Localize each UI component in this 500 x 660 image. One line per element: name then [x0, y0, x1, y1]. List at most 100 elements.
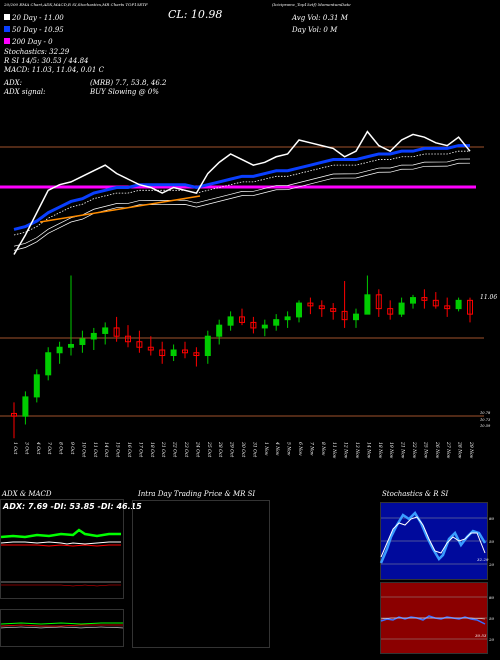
intraday-panel: Intra Day Trading Price & MR SI: [132, 488, 372, 658]
candle-body: [90, 332, 97, 340]
candle-body: [113, 327, 120, 337]
adx-values: ADX: 7.69 -DI: 53.85 -DI: 46.15: [3, 502, 142, 511]
date-tick-label: 1 Nov: [263, 442, 269, 456]
close-label: CL: 10.98: [168, 8, 223, 21]
main-chart-svg: 1 Oct 3 Oct 4 Oct 7 Oct 8 Oct 9 Oct 10 Oct 11 O…: [0, 130, 484, 459]
macd-chart-box: [0, 609, 124, 647]
ema200-swatch: [4, 38, 10, 44]
date-tick-label: 21 Nov: [400, 441, 406, 459]
macd-legend: MACD: 11.03, 11.04, 0.01 C: [4, 66, 104, 74]
macd-white-line: [0, 626, 124, 629]
date-tick-label: 21 Oct: [160, 441, 166, 457]
right-price-label: 11.06: [480, 294, 498, 301]
candle-body: [296, 302, 302, 318]
date-tick-label: 10 Oct: [80, 442, 86, 457]
date-tick-label: 16 Oct: [126, 442, 132, 457]
stoch-value-label: 32.29: [477, 557, 489, 562]
date-tick-label: 29 Oct: [229, 441, 235, 457]
candle-body: [79, 338, 86, 345]
candle-body: [273, 319, 280, 326]
candles: [11, 275, 473, 439]
intraday-chart-box: [132, 500, 270, 648]
main-price-chart: 1 Oct 3 Oct 4 Oct 7 Oct 8 Oct 9 Oct 10 Oct 11 O…: [0, 2, 498, 459]
chart-title-line: 20/200 EMA Chart,ADX,MACD,R SI,Stochasti…: [4, 2, 148, 7]
rsi-white-line: [380, 617, 486, 620]
adx-signal-legend: ADX signal:: [4, 88, 46, 96]
ema50-swatch: [4, 26, 10, 32]
macd-svg: [0, 622, 124, 629]
intraday-title: Intra Day Trading Price & MR SI: [138, 490, 256, 498]
rsi-svg: [380, 596, 487, 640]
candle-body: [364, 294, 371, 315]
stoch-rsi-panel: Stochastics & R SI 32.29 80 50 20 30.53 …: [378, 488, 500, 658]
stoch-axis-80: 80: [489, 516, 495, 521]
candle-body: [204, 335, 211, 357]
candle-body: [353, 313, 359, 321]
candle-body: [455, 299, 462, 310]
date-tick-label: 17 Oct: [137, 442, 143, 457]
rsi-chart-box: 30.53: [380, 582, 488, 654]
candle-body: [284, 316, 291, 321]
candle-body: [398, 302, 405, 315]
stoch-svg: [379, 510, 487, 565]
macd-red-line: [0, 624, 123, 627]
date-tick-label: 7 Nov: [308, 442, 314, 456]
date-tick-label: 25 Oct: [206, 441, 212, 457]
stoch-title: Stochastics & R SI: [382, 490, 449, 498]
candle-body: [375, 294, 382, 310]
candle-body: [318, 305, 325, 310]
date-tick-label: 27 Nov: [445, 441, 451, 459]
close-price-line: [13, 130, 471, 255]
date-tick-label: 8 Oct: [58, 442, 64, 455]
date-tick-label: 3 Oct: [23, 442, 29, 455]
candle-body: [410, 297, 416, 304]
ema-dotted-line: [13, 150, 470, 236]
candle-body: [467, 299, 473, 315]
buy-signal-legend: BUY Slowing @ 0%: [90, 88, 159, 96]
adx-red-line: [1, 544, 121, 547]
candle-body: [250, 321, 257, 329]
date-tick-label: 13 Nov: [354, 442, 360, 459]
date-tick-label: 28 Nov: [457, 441, 463, 459]
date-tick-label: 12 Nov: [343, 442, 349, 459]
company-label: (Icicipramc_Top15etf) MomentumDate: [272, 2, 351, 7]
date-tick-label: 18 Nov: [377, 442, 383, 459]
stochastics-legend: Stochastics: 32.29: [4, 48, 70, 56]
date-tick-label: 4 Oct: [35, 441, 41, 455]
date-tick-label: 19 Nov: [388, 442, 394, 459]
date-tick-label: 24 Oct: [194, 441, 200, 457]
orange-trend-line: [39, 195, 201, 223]
date-tick-label: 23 Oct: [183, 441, 189, 457]
date-tick-label: 14 Oct: [103, 442, 109, 457]
date-tick-label: 7 Oct: [46, 442, 52, 455]
candle-body: [182, 349, 188, 354]
candle-body: [330, 308, 337, 312]
rsi-legend: R SI 14/5: 30.53 / 44.84: [4, 57, 89, 65]
rsi-axis-80: 80: [489, 595, 495, 600]
date-tick-label: 22 Nov: [411, 441, 417, 459]
adx-chart-box: ADX: 7.69 -DI: 53.85 -DI: 46.15: [0, 499, 142, 599]
candle-body: [159, 349, 166, 357]
adx-white-line: [0, 541, 121, 545]
candle-body: [307, 302, 314, 307]
adx-svg: [0, 528, 121, 587]
candle-body: [11, 412, 17, 417]
candle-body: [421, 297, 428, 301]
ema-lines: [13, 130, 471, 255]
candle-body: [56, 346, 63, 354]
candle-body: [227, 316, 234, 326]
rsi-value-label: 30.53: [475, 633, 487, 638]
stoch-white-line: [380, 516, 486, 558]
rsi-axis-20: 20: [489, 637, 495, 642]
date-tick-label: 5 Nov: [286, 442, 292, 456]
date-tick-label: 22 Oct: [172, 441, 178, 457]
adx-bottom-red: [1, 584, 121, 587]
date-tick-label: 11 Oct: [92, 442, 98, 457]
date-tick-label: 31 Oct: [251, 442, 257, 457]
candle-body: [216, 324, 223, 337]
adx-panel-title: ADX & MACD: [2, 490, 52, 498]
candle-body: [22, 396, 29, 417]
candle-body: [432, 299, 439, 307]
date-tick-label: 14 Nov: [365, 442, 371, 459]
ema200-legend: 200 Day - 0: [4, 38, 53, 46]
